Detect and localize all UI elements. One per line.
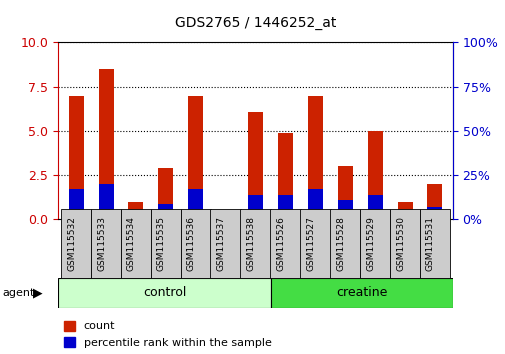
Bar [69, 189, 83, 219]
Text: GSM115526: GSM115526 [276, 216, 285, 271]
Bar [397, 202, 412, 219]
FancyBboxPatch shape [270, 278, 452, 308]
Bar [188, 96, 203, 219]
Bar [427, 184, 441, 219]
Text: GSM115536: GSM115536 [186, 216, 195, 271]
Text: control: control [142, 286, 186, 299]
FancyBboxPatch shape [58, 278, 270, 308]
Text: GSM115535: GSM115535 [157, 216, 166, 271]
Text: GSM115534: GSM115534 [127, 216, 136, 271]
Bar [367, 131, 382, 219]
Bar [367, 195, 382, 219]
Legend: count, percentile rank within the sample: count, percentile rank within the sample [64, 321, 271, 348]
Bar [247, 112, 263, 219]
Bar [337, 200, 352, 219]
Text: GSM115538: GSM115538 [246, 216, 255, 271]
Bar [307, 96, 322, 219]
Bar [98, 69, 113, 219]
Bar [427, 207, 441, 219]
Text: agent: agent [3, 288, 35, 298]
Bar [128, 216, 143, 219]
Bar [307, 189, 322, 219]
Bar [98, 184, 113, 219]
Bar [69, 96, 83, 219]
Bar [218, 218, 233, 219]
Bar [277, 195, 292, 219]
Text: GSM115530: GSM115530 [395, 216, 404, 271]
Text: GSM115532: GSM115532 [67, 216, 76, 271]
Bar [218, 218, 233, 219]
Bar [397, 216, 412, 219]
Bar [337, 166, 352, 219]
Text: creatine: creatine [335, 286, 387, 299]
Bar [158, 204, 173, 219]
Text: GSM115528: GSM115528 [335, 216, 344, 271]
Bar [128, 202, 143, 219]
Text: GSM115537: GSM115537 [216, 216, 225, 271]
Bar [158, 168, 173, 219]
Text: GSM115529: GSM115529 [366, 216, 374, 271]
Text: GSM115527: GSM115527 [306, 216, 315, 271]
Bar [188, 189, 203, 219]
Text: GSM115531: GSM115531 [425, 216, 434, 271]
Text: ▶: ▶ [33, 286, 42, 299]
Text: GSM115533: GSM115533 [97, 216, 106, 271]
Bar [277, 133, 292, 219]
Bar [247, 195, 263, 219]
Text: GDS2765 / 1446252_at: GDS2765 / 1446252_at [175, 16, 335, 30]
